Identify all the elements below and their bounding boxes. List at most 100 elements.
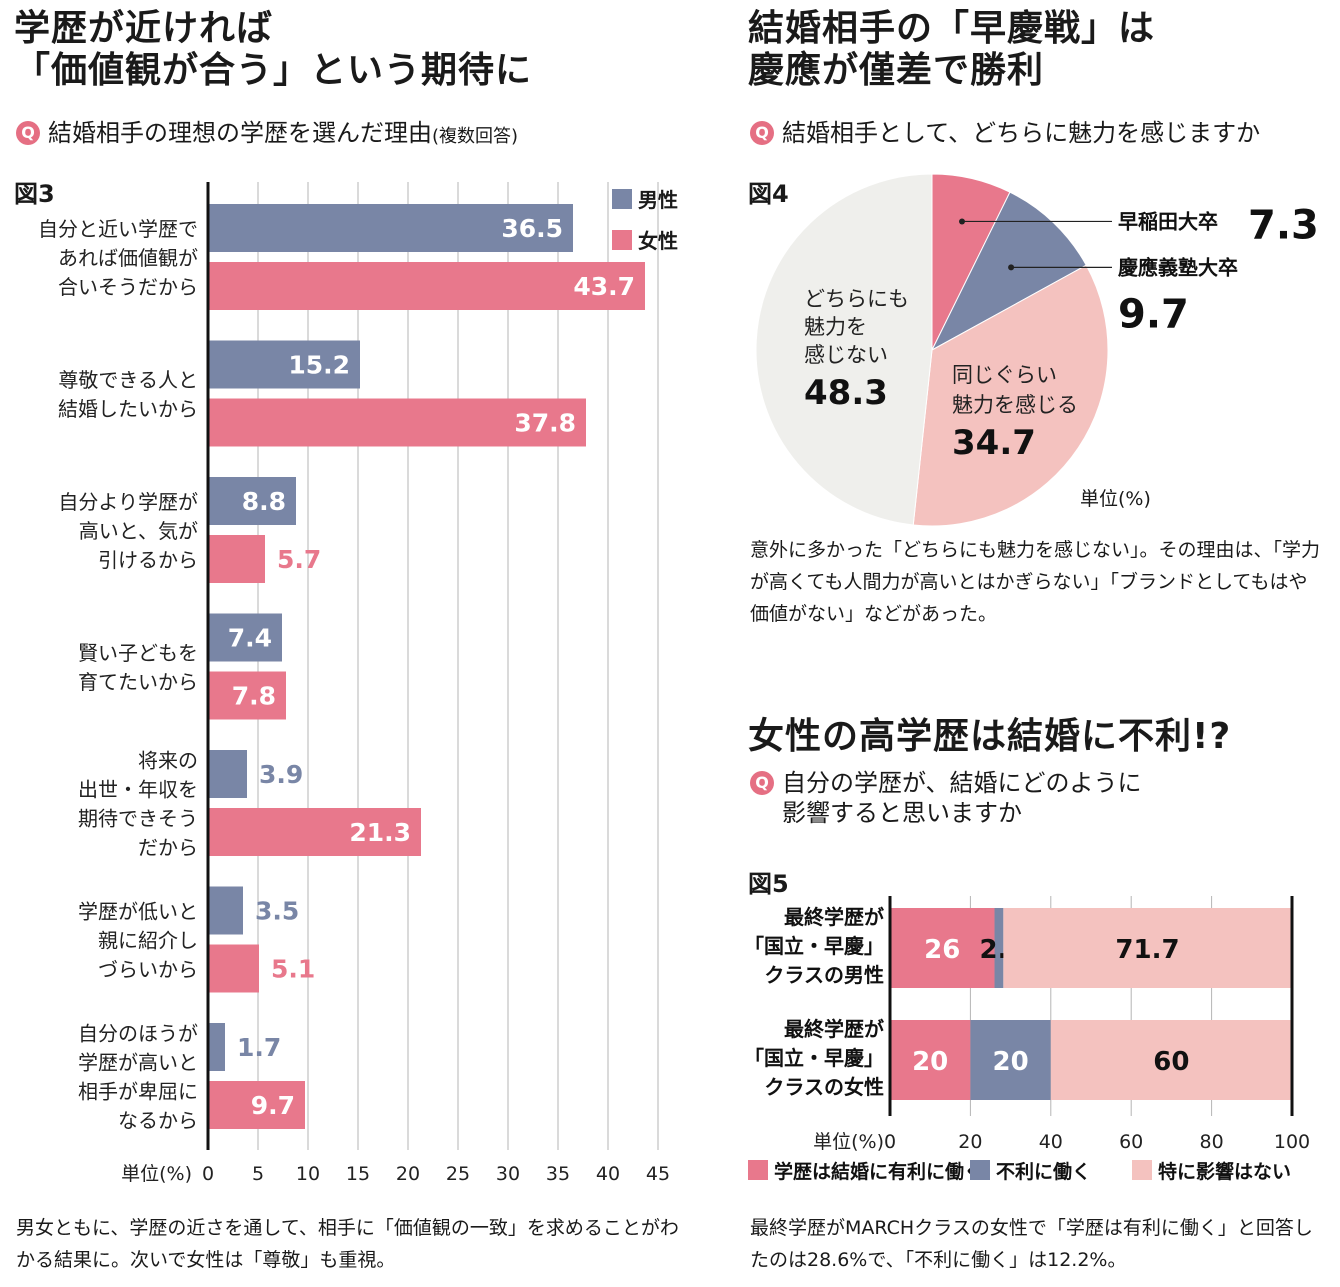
fig3-bar bbox=[208, 808, 421, 856]
fig5-bar-segment bbox=[970, 1020, 1051, 1100]
fig3-category-label: 育てたいから bbox=[78, 670, 198, 694]
fig3-data-label: 5.1 bbox=[271, 955, 315, 984]
right-bottom-question-text: 自分の学歴が、結婚にどのように 影響すると思いますか bbox=[782, 768, 1142, 828]
fig3-category-label: 尊敬できる人と bbox=[58, 368, 198, 392]
fig3-category-label: 学歴が高いと bbox=[78, 1051, 198, 1075]
right-bottom-question-line-1: 自分の学歴が、結婚にどのように bbox=[782, 769, 1142, 797]
fig3-category-label: だから bbox=[138, 836, 198, 860]
fig3-category-label: 親に紹介し bbox=[98, 929, 198, 953]
fig3-bar bbox=[208, 204, 573, 252]
fig5-category-label: 「国立・早慶」 bbox=[744, 934, 884, 958]
fig3-bar bbox=[208, 886, 243, 935]
fig5-legend-swatch bbox=[1132, 1160, 1152, 1180]
fig4-leader-dot bbox=[959, 218, 966, 225]
fig3-category-label: 合いそうだから bbox=[58, 275, 198, 299]
legend-male-label: 男性 bbox=[638, 188, 678, 212]
left-question-note: (複数回答) bbox=[432, 126, 519, 147]
fig3-bar bbox=[208, 1081, 305, 1129]
right-bottom-question-line-2: 影響すると思いますか bbox=[782, 799, 1022, 827]
fig3-tick-label: 5 bbox=[252, 1163, 264, 1185]
fig5-tick-label: 40 bbox=[1039, 1131, 1063, 1153]
fig3-bar-chart: 0 5 10 15 20 25 30 35 40 45 単位(%) 自分と近い学歴であれば価値観が合い… bbox=[38, 182, 670, 1185]
fig4-slice-label: 感じない bbox=[804, 343, 888, 367]
fig3-tick-label: 45 bbox=[646, 1163, 670, 1185]
fig3-data-label: 1.7 bbox=[237, 1033, 281, 1062]
fig5-data-label: 20 bbox=[993, 1047, 1029, 1077]
fig3-legend-male: 男性 bbox=[612, 184, 678, 213]
fig3-category-label: 出世・年収を bbox=[78, 778, 198, 802]
fig5-data-label: 71.7 bbox=[1115, 935, 1179, 965]
fig5-bar-segment bbox=[890, 1020, 971, 1100]
legend-male-swatch bbox=[612, 188, 632, 209]
fig3-tick-label: 15 bbox=[346, 1163, 370, 1185]
fig3-bar bbox=[208, 750, 247, 798]
fig5-tick-label: 0 bbox=[884, 1131, 896, 1153]
fig3-legend: 男性 女性 bbox=[612, 184, 678, 254]
fig3-bar bbox=[208, 535, 265, 583]
right-top-headline-line-2: 慶應が僅差で勝利 bbox=[748, 50, 1045, 91]
fig3-data-label: 36.5 bbox=[501, 214, 563, 243]
fig5-bar-segment bbox=[890, 908, 995, 988]
fig3-tick-label: 30 bbox=[496, 1163, 520, 1185]
fig3-bar bbox=[208, 340, 360, 389]
question-icon: Q bbox=[16, 121, 40, 145]
fig5-legend-label: 特に影響はない bbox=[1158, 1160, 1291, 1183]
fig3-bar bbox=[208, 477, 296, 525]
fig3-category-label: づらいから bbox=[98, 958, 198, 982]
fig3-tick-label: 0 bbox=[202, 1163, 214, 1185]
fig4-slice bbox=[930, 191, 1087, 352]
fig3-category-label: 学歴が低いと bbox=[78, 900, 198, 924]
left-headline: 学歴が近ければ 「価値観が合う」という期待に bbox=[14, 8, 674, 92]
fig4-slice-label: 早稲田大卒 bbox=[1118, 209, 1218, 233]
fig4-slice bbox=[912, 264, 1109, 527]
fig3-bar bbox=[208, 613, 282, 662]
fig3-bar bbox=[208, 262, 645, 310]
fig4-slice-label: 魅力を感じる bbox=[952, 393, 1078, 417]
fig3-data-label: 3.9 bbox=[259, 760, 303, 789]
fig4-slice-value: 48.3 bbox=[804, 373, 888, 413]
fig3-category-label: 結婚したいから bbox=[58, 397, 198, 421]
fig5-bar-segment bbox=[1050, 1020, 1292, 1100]
left-caption: 男女ともに、学歴の近さを通して、相手に「価値観の一致」を求めることがわかる結果に… bbox=[16, 1217, 679, 1271]
fig3-data-label: 5.7 bbox=[277, 545, 321, 574]
fig5-tick-label: 100 bbox=[1274, 1131, 1310, 1153]
fig3-tick-label: 35 bbox=[546, 1163, 570, 1185]
left-question: Q 結婚相手の理想の学歴を選んだ理由 (複数回答) bbox=[16, 118, 696, 152]
fig4-slice-label: 慶應義塾大卒 bbox=[1118, 255, 1238, 279]
fig3-category-label: 自分のほうが bbox=[78, 1022, 198, 1046]
fig3-bar bbox=[208, 671, 286, 720]
fig5-legend-swatch bbox=[970, 1160, 990, 1180]
left-question-text: 結婚相手の理想の学歴を選んだ理由 bbox=[48, 119, 432, 147]
right-bottom-headline: 女性の高学歴は結婚に不利!? bbox=[748, 716, 1232, 757]
question-icon: Q bbox=[750, 771, 774, 795]
right-top-headline-line-1: 結婚相手の「早慶戦」は bbox=[748, 8, 1156, 49]
fig3-label: 図3 bbox=[14, 180, 55, 208]
fig5-data-label: 26 bbox=[924, 935, 960, 965]
fig5-legend-label: 学歴は結婚に有利に働く bbox=[774, 1160, 983, 1183]
fig5-category-label: クラスの男性 bbox=[764, 963, 884, 987]
fig5-category-label: 「国立・早慶」 bbox=[744, 1046, 884, 1070]
fig4-slice-value: 34.7 bbox=[952, 423, 1036, 463]
right-bottom-caption: 最終学歴がMARCHクラスの女性で「学歴は有利に働く」と回答したのは28.6%で… bbox=[750, 1217, 1313, 1271]
right-top-question: Q 結婚相手として、どちらに魅力を感じますか bbox=[750, 118, 1330, 148]
legend-female-swatch bbox=[612, 229, 632, 250]
fig5-tick-label: 20 bbox=[958, 1131, 982, 1153]
fig3-category-label: 自分と近い学歴で bbox=[38, 217, 198, 241]
fig4-slice-value: 7.3 bbox=[1248, 202, 1319, 248]
fig4-slice bbox=[755, 173, 933, 526]
fig3-category-label: あれば価値観が bbox=[58, 246, 198, 270]
right-top-question-text: 結婚相手として、どちらに魅力を感じますか bbox=[782, 119, 1261, 147]
fig3-data-label: 8.8 bbox=[242, 487, 286, 516]
fig5-data-label: 60 bbox=[1153, 1047, 1189, 1077]
fig4-slice-label: どちらにも bbox=[804, 287, 909, 311]
right-top-caption: 意外に多かった「どちらにも魅力を感じない」。その理由は、「学力が高くても人間力が… bbox=[750, 539, 1321, 625]
fig3-category-label: 期待できそう bbox=[78, 807, 198, 831]
fig5-tick-label: 80 bbox=[1200, 1131, 1224, 1153]
fig3-tick-label: 20 bbox=[396, 1163, 420, 1185]
question-icon: Q bbox=[750, 121, 774, 145]
fig3-bar bbox=[208, 1023, 225, 1071]
fig3-data-label: 7.4 bbox=[228, 624, 272, 653]
fig3-tick-label: 10 bbox=[296, 1163, 320, 1185]
fig3-tick-label: 25 bbox=[446, 1163, 470, 1185]
fig4-slice-label: 同じぐらい bbox=[952, 363, 1057, 387]
